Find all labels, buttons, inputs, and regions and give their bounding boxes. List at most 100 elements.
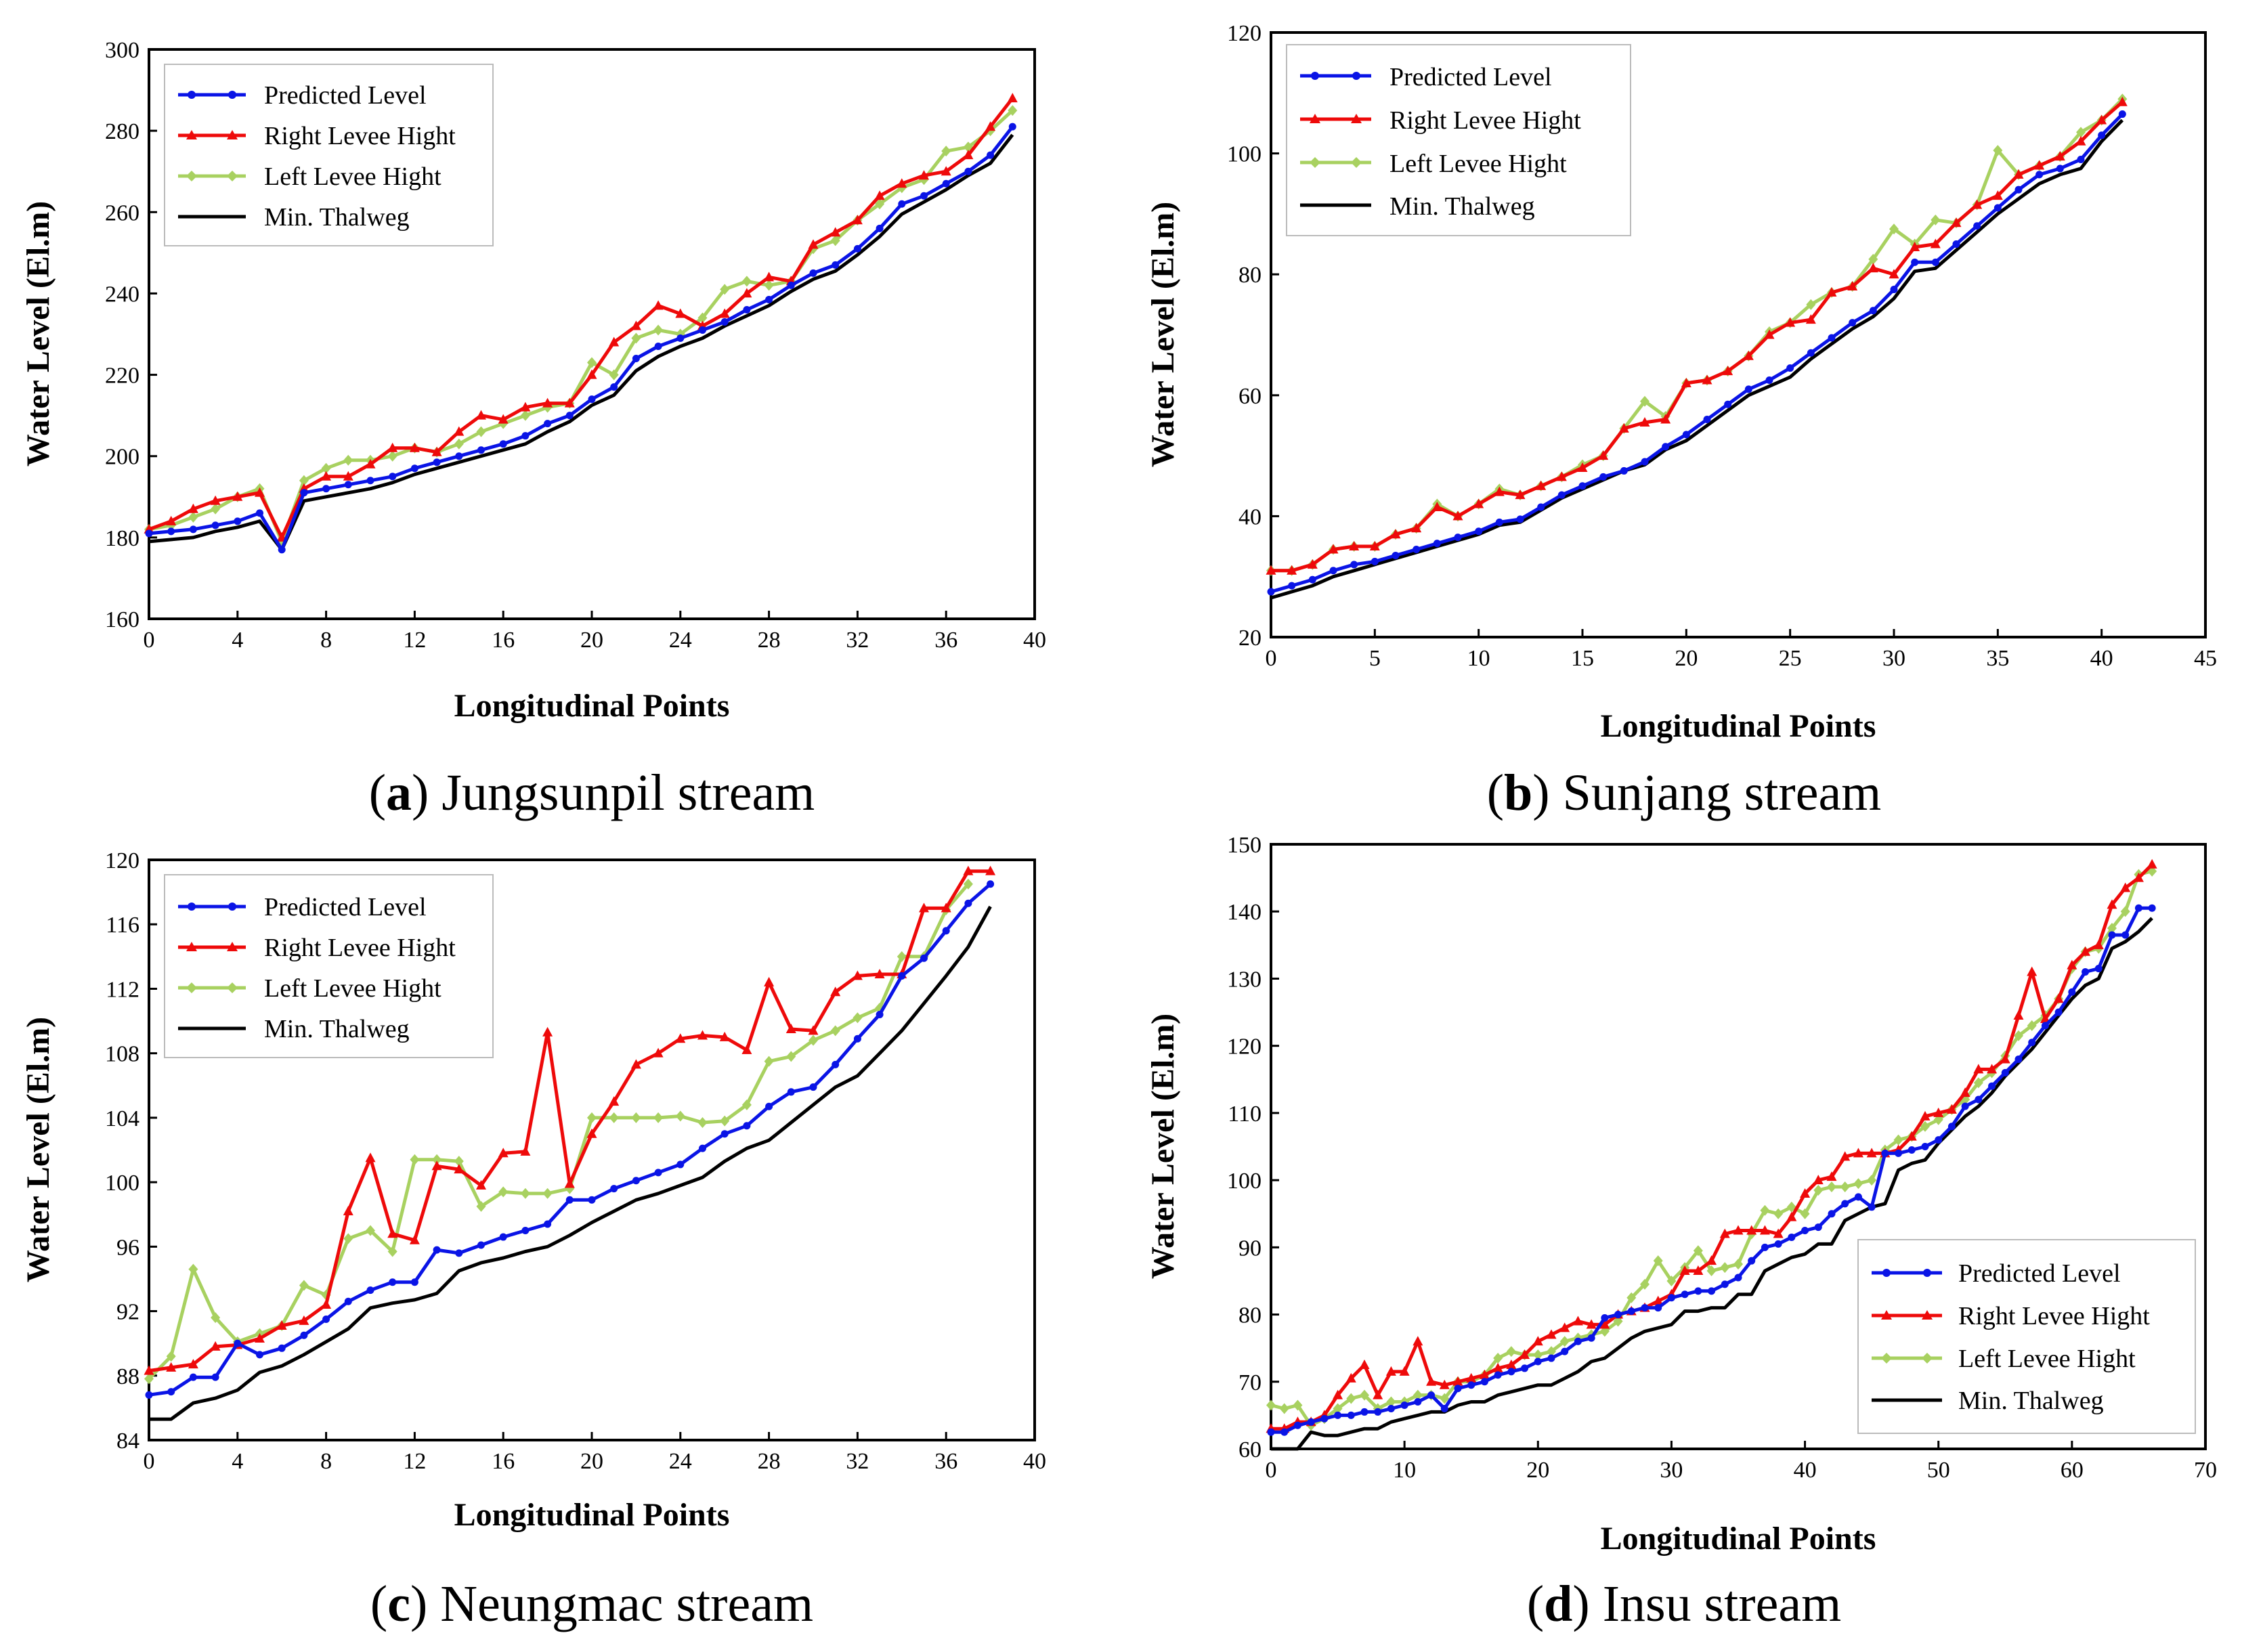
data-point (1719, 1228, 1730, 1238)
x-tick-label: 25 (1779, 646, 1802, 671)
data-point (1889, 269, 1899, 279)
x-tick-label: 32 (846, 628, 869, 653)
data-point (1280, 1428, 1289, 1436)
data-point (1385, 1366, 1396, 1376)
y-tick-label: 130 (1227, 967, 1262, 992)
data-point (941, 146, 951, 157)
data-point (1480, 1378, 1488, 1386)
axis-ticks: 0 4 8 12 16 20 24 28 32 36 40 84 88 92 96 100 104 108 112 1… (105, 848, 1046, 1474)
panel-caption: (b) Sunjang stream (1487, 764, 1882, 821)
data-point (2028, 1039, 2036, 1047)
data-point (985, 121, 996, 131)
data-point (211, 1312, 221, 1324)
data-point (1826, 286, 1837, 297)
data-point (542, 1026, 553, 1037)
data-point (610, 1185, 618, 1193)
data-point (609, 1112, 619, 1123)
data-point (741, 1044, 752, 1054)
series-right (144, 865, 996, 1375)
data-point (1534, 1357, 1542, 1366)
data-point (454, 438, 464, 450)
data-point (675, 308, 686, 318)
data-point (1431, 502, 1442, 512)
data-point (874, 969, 885, 979)
data-point (653, 300, 664, 310)
data-point (1618, 422, 1629, 433)
data-point (145, 1391, 153, 1399)
data-point (410, 1154, 420, 1165)
data-point (654, 1169, 662, 1177)
legend-item-predicted: Predicted Level (178, 893, 427, 921)
data-point (1806, 299, 1816, 310)
x-tick-label: 40 (2090, 646, 2113, 671)
data-point (1587, 1334, 1595, 1342)
data-point (786, 1051, 796, 1062)
data-point (454, 1156, 464, 1167)
data-point (1733, 1259, 1743, 1270)
data-point (897, 951, 907, 962)
y-tick-label: 108 (105, 1042, 139, 1067)
x-tick-label: 20 (1526, 1458, 1549, 1483)
data-point (1559, 1322, 1570, 1332)
data-point (2107, 923, 2117, 934)
data-point (787, 281, 795, 289)
data-point (1785, 317, 1796, 327)
data-point (1866, 1148, 1877, 1158)
data-point (431, 1160, 442, 1171)
data-point (2001, 1068, 2009, 1077)
y-axis-title: Water Level (El.m) (20, 1017, 56, 1282)
data-point (366, 1286, 374, 1295)
data-point (2093, 939, 2104, 949)
data-point (1333, 1403, 1343, 1414)
x-tick-label: 28 (758, 1449, 781, 1474)
legend-label: Left Levee Hight (264, 974, 441, 1003)
series-line (148, 883, 970, 1381)
data-point (2094, 965, 2103, 973)
data-point (1506, 1359, 1517, 1369)
data-point (1961, 1102, 1969, 1110)
data-point (1494, 1371, 1502, 1379)
data-point (1266, 1399, 1276, 1411)
series-right (1266, 96, 2128, 575)
data-point (454, 1164, 465, 1174)
legend-item-predicted: Predicted Level (178, 81, 427, 110)
data-point (876, 224, 884, 232)
data-point (1773, 1228, 1784, 1238)
data-point (1561, 1347, 1569, 1355)
y-tick-label: 60 (1238, 384, 1262, 409)
y-tick-label: 70 (1238, 1370, 1262, 1395)
data-point (743, 305, 751, 313)
y-axis-title: Water Level (El.m) (1145, 202, 1181, 467)
data-point (1440, 1404, 1448, 1412)
data-point (1893, 1134, 1903, 1146)
data-point (963, 878, 973, 890)
y-tick-label: 120 (1227, 1035, 1262, 1060)
data-point (1639, 416, 1650, 427)
data-point (675, 1110, 685, 1122)
data-point (166, 515, 177, 525)
data-point (1721, 1280, 1729, 1288)
data-point (144, 1365, 154, 1375)
data-point (2027, 1020, 2037, 1031)
data-point (830, 235, 840, 246)
data-point (1759, 1225, 1770, 1235)
data-point (2134, 904, 2142, 912)
data-point (2080, 946, 2091, 956)
data-point (366, 477, 374, 485)
data-point (1734, 1274, 1742, 1282)
data-point (741, 276, 752, 287)
data-point (1992, 190, 2003, 200)
axis-ticks: 0 10 20 30 40 50 60 70 60 70 80 90 100 110 120 130 140 15… (1227, 833, 2217, 1483)
legend-label: Min. Thalweg (264, 203, 410, 232)
series-thalweg (149, 905, 992, 1421)
data-point (832, 261, 840, 269)
data-point (1266, 565, 1276, 575)
x-axis-title: Longitudinal Points (1601, 708, 1876, 744)
series-layer (1266, 93, 2128, 600)
data-point (1706, 1255, 1717, 1265)
data-point (2041, 1022, 2049, 1030)
data-point (1890, 286, 1898, 294)
x-tick-label: 28 (758, 628, 781, 653)
data-point (1532, 1336, 1543, 1346)
data-point (853, 244, 861, 253)
